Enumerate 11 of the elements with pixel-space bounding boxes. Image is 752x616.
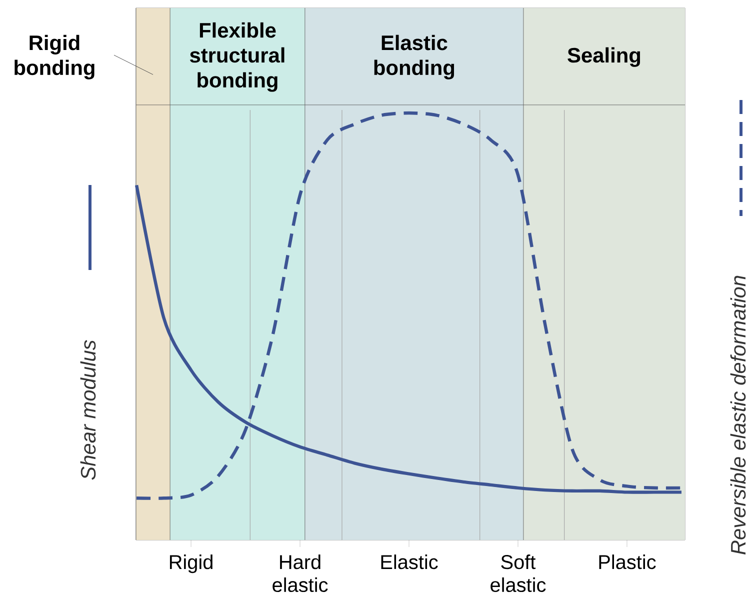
x-tick-label: Soft elastic	[490, 554, 546, 592]
x-tick-label: Rigid	[170, 554, 212, 574]
text: Elastic bonding	[374, 34, 454, 80]
text: Rigid bonding	[14, 34, 94, 80]
y2-axis-title: Reversible elastic deformation	[730, 276, 746, 554]
text: Flexible structural bonding	[190, 22, 284, 92]
x-tick-label: Plastic	[599, 554, 656, 570]
y-axis-title: Shear modulus	[80, 340, 96, 480]
x-tick-label: Hard elastic	[272, 554, 328, 592]
x-tick-label: Elastic	[381, 554, 438, 570]
text: Sealing	[568, 47, 640, 67]
